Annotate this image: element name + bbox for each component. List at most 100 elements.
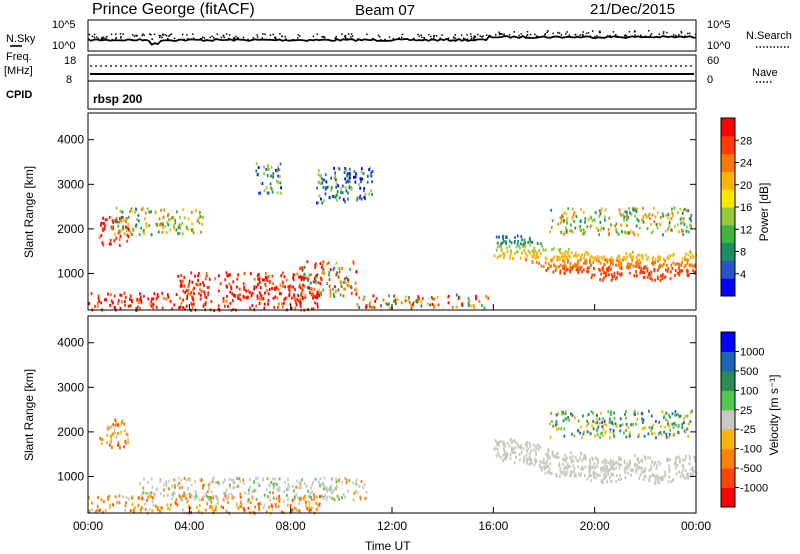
data-cell [287,285,290,289]
nsearch-dot [536,35,539,38]
data-cell [598,421,601,425]
data-cell [232,307,235,311]
data-cell [680,263,683,267]
data-cell [562,411,564,414]
data-cell [599,209,602,213]
data-cell [235,502,238,506]
data-cell [146,498,148,502]
data-cell [544,261,547,265]
data-cell [611,460,614,464]
data-cell [549,471,551,475]
data-cell [98,236,101,240]
data-cell [668,464,670,468]
data-cell [144,508,147,511]
data-cell [554,454,557,458]
data-cell [276,296,279,300]
data-cell [195,494,197,498]
data-cell [208,277,211,281]
nsearch-dot [365,38,367,41]
data-cell [650,429,652,433]
data-cell [308,286,311,290]
data-cell [622,213,624,217]
data-cell [162,488,165,492]
data-cell [535,459,538,463]
data-cell [301,288,304,292]
data-cell [577,271,580,275]
data-cell [651,278,654,282]
data-cell [243,272,246,276]
data-cell [523,455,525,459]
nsearch-dot [232,37,235,40]
data-cell [670,480,673,483]
data-cell [652,256,655,260]
nsearch-dot [466,34,468,36]
data-cell [671,207,673,211]
nsky-label: N.Sky [6,33,36,45]
data-cell [326,262,328,266]
data-cell [318,480,320,484]
data-cell [600,256,603,259]
data-cell [420,304,423,308]
data-cell [333,488,335,492]
data-cell [341,496,343,500]
data-cell [672,214,674,218]
data-cell [559,263,562,267]
data-cell [563,470,566,474]
data-cell [96,305,99,308]
data-cell [171,307,173,311]
data-cell [190,483,193,487]
data-cell [667,480,670,484]
data-cell [577,268,580,272]
nsearch-dot [371,37,374,40]
data-cell [635,210,638,214]
data-cell [354,281,357,285]
data-cell [596,473,599,476]
data-cell [343,171,346,174]
data-cell [98,299,100,303]
data-cell [197,509,200,513]
data-cell [110,242,112,246]
data-cell [572,254,575,258]
data-cell [162,494,165,498]
data-cell [104,298,106,302]
nsearch-dot [169,34,171,36]
data-cell [328,271,331,275]
data-cell [610,472,612,476]
data-cell [626,218,629,222]
data-cell [186,294,189,298]
data-cell [468,300,470,304]
data-cell [673,461,676,465]
data-cell [268,280,271,284]
nsearch-dot [418,35,421,38]
colorbar-tick-label: 28 [740,135,752,147]
data-cell [127,440,130,444]
data-cell [275,168,277,172]
power-colorbar-label: Power [dB] [757,183,771,242]
data-cell [667,227,669,231]
data-cell [201,495,204,499]
data-cell [329,288,332,292]
data-cell [580,472,583,476]
nsearch-dot [582,31,585,33]
data-cell [258,484,261,487]
data-cell [431,303,434,306]
data-cell [343,287,346,291]
data-cell [109,303,111,307]
data-cell [589,469,592,473]
data-cell [255,162,258,166]
data-cell [635,467,638,471]
data-cell [661,475,663,479]
data-cell [610,256,613,260]
data-cell [473,306,476,310]
data-cell [370,174,373,178]
data-cell [187,227,189,231]
data-cell [609,430,612,434]
data-cell [654,257,657,261]
data-cell [585,260,588,264]
data-cell [625,428,627,432]
data-cell [299,267,302,270]
data-cell [599,435,601,439]
data-cell [657,259,659,263]
data-cell [584,220,586,224]
